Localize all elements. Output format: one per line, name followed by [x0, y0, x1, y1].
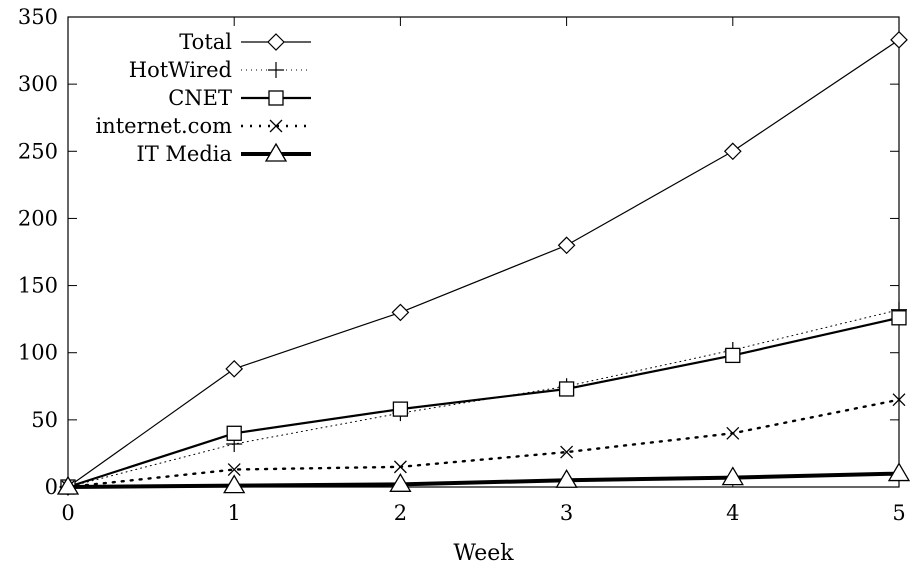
y-tick-label: 150 — [18, 274, 58, 298]
y-tick-label: 350 — [18, 5, 58, 29]
data-point — [721, 466, 744, 486]
plot-frame — [67, 16, 900, 488]
legend: Total HotWired CNET internet.com IT Media — [95, 30, 311, 166]
data-point — [226, 425, 242, 441]
legend-label: CNET — [168, 86, 232, 110]
data-point — [891, 310, 907, 326]
legend-marker — [268, 62, 284, 78]
data-point — [227, 463, 241, 477]
data-point — [560, 445, 574, 459]
data-point — [557, 236, 576, 255]
x-tick-label: 3 — [560, 501, 573, 525]
legend-marker — [268, 90, 284, 106]
data-point — [887, 462, 911, 482]
data-point — [391, 303, 410, 322]
legend-marker — [267, 33, 285, 51]
legend-marker — [264, 142, 288, 162]
x-tick-label: 0 — [61, 501, 74, 525]
plot-border — [67, 16, 900, 488]
legend-marker — [269, 119, 283, 133]
x-tick-label: 5 — [892, 501, 905, 525]
y-tick-label: 50 — [31, 408, 58, 432]
data-point — [723, 142, 742, 161]
series-it-media — [56, 462, 911, 495]
data-point — [389, 473, 412, 492]
series-line — [67, 39, 900, 488]
x-tick-label: 2 — [394, 501, 407, 525]
legend-label: HotWired — [129, 58, 232, 82]
data-point — [726, 426, 740, 440]
data-point — [725, 347, 741, 364]
data-point — [223, 474, 246, 494]
y-tick-label: 300 — [18, 72, 58, 96]
series-line — [66, 471, 901, 489]
y-tick-label: 100 — [18, 341, 58, 365]
legend-label: internet.com — [95, 114, 232, 138]
data-point — [555, 469, 578, 488]
data-point — [392, 401, 409, 417]
x-tick-label: 4 — [726, 501, 739, 525]
x-axis-title: Week — [453, 541, 514, 566]
y-tick-label: 200 — [18, 206, 58, 230]
y-tick-label: 0 — [45, 475, 58, 499]
y-tick-label: 250 — [18, 139, 58, 163]
data-point — [56, 475, 80, 495]
y-axis: 0 50 100 150 200 250 300 350 — [18, 5, 899, 499]
series-line — [66, 316, 901, 489]
series-line — [66, 398, 901, 489]
data-point — [892, 393, 906, 407]
series-layer — [56, 30, 911, 496]
x-tick-label: 1 — [228, 501, 241, 525]
legend-label: Total — [179, 30, 232, 54]
data-point — [225, 359, 244, 378]
legend-label: IT Media — [136, 142, 232, 166]
data-point — [890, 30, 908, 49]
data-point — [558, 381, 575, 397]
data-point — [393, 460, 407, 474]
series-cnet — [60, 310, 907, 495]
